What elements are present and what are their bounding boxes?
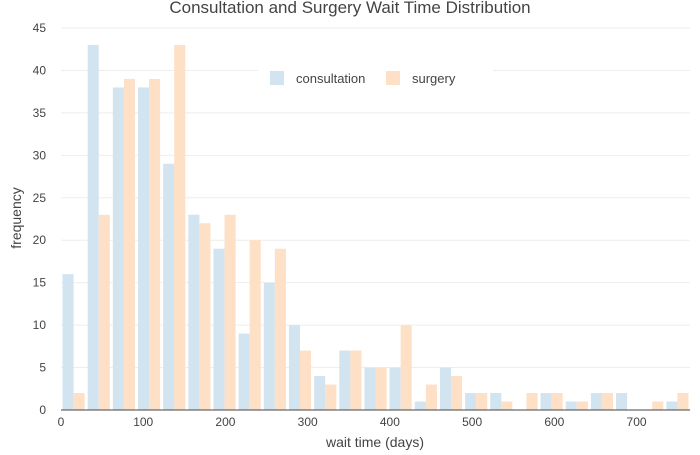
bar-surgery[interactable] bbox=[98, 214, 110, 410]
x-tick-label: 100 bbox=[133, 415, 153, 429]
y-tick-label: 25 bbox=[33, 191, 47, 205]
x-tick-label: 700 bbox=[627, 415, 647, 429]
y-tick-label: 15 bbox=[33, 276, 47, 290]
bar-surgery[interactable] bbox=[601, 393, 614, 410]
legend-label-surgery[interactable]: surgery bbox=[412, 71, 456, 86]
bar-consultation[interactable] bbox=[213, 248, 225, 410]
x-axis-label: wait time (days) bbox=[325, 434, 424, 450]
legend-background bbox=[258, 64, 493, 92]
y-tick-label: 40 bbox=[33, 63, 47, 77]
bar-consultation[interactable] bbox=[616, 393, 628, 410]
bar-consultation[interactable] bbox=[414, 401, 426, 410]
bar-consultation[interactable] bbox=[590, 393, 602, 410]
bar-consultation[interactable] bbox=[490, 393, 502, 410]
x-tick-label: 300 bbox=[298, 415, 318, 429]
x-tick-label: 400 bbox=[380, 415, 400, 429]
bar-surgery[interactable] bbox=[149, 78, 161, 410]
bar-consultation[interactable] bbox=[439, 367, 451, 410]
bar-surgery[interactable] bbox=[425, 384, 437, 410]
bar-surgery[interactable] bbox=[450, 376, 463, 410]
bar-surgery[interactable] bbox=[576, 401, 588, 410]
bar-consultation[interactable] bbox=[565, 401, 577, 410]
y-tick-label: 45 bbox=[33, 21, 47, 35]
bar-surgery[interactable] bbox=[501, 401, 513, 410]
bar-consultation[interactable] bbox=[163, 163, 175, 410]
legend-swatch-consultation[interactable] bbox=[270, 71, 284, 85]
bar-consultation[interactable] bbox=[389, 367, 401, 410]
bar-consultation[interactable] bbox=[188, 214, 200, 410]
bar-surgery[interactable] bbox=[199, 223, 211, 410]
bar-surgery[interactable] bbox=[375, 367, 387, 410]
x-tick-label: 200 bbox=[215, 415, 235, 429]
bar-consultation[interactable] bbox=[540, 393, 552, 410]
bar-consultation[interactable] bbox=[263, 282, 275, 410]
bar-consultation[interactable] bbox=[137, 87, 150, 410]
bar-surgery[interactable] bbox=[476, 393, 488, 410]
bar-surgery[interactable] bbox=[73, 393, 85, 410]
y-tick-label: 30 bbox=[33, 148, 47, 162]
x-tick-label: 0 bbox=[58, 415, 65, 429]
bar-consultation[interactable] bbox=[62, 274, 74, 410]
bar-consultation[interactable] bbox=[288, 325, 301, 410]
bar-consultation[interactable] bbox=[112, 87, 124, 410]
bar-surgery[interactable] bbox=[551, 393, 563, 410]
bar-surgery[interactable] bbox=[224, 214, 236, 410]
bar-consultation[interactable] bbox=[87, 44, 99, 410]
bar-surgery[interactable] bbox=[350, 350, 362, 410]
x-tick-label: 600 bbox=[544, 415, 564, 429]
bars bbox=[62, 44, 689, 410]
bar-surgery[interactable] bbox=[274, 248, 286, 410]
bar-consultation[interactable] bbox=[364, 367, 376, 410]
y-tick-label: 20 bbox=[33, 233, 47, 247]
legend-label-consultation[interactable]: consultation bbox=[296, 71, 365, 86]
bar-surgery[interactable] bbox=[123, 78, 135, 410]
bar-surgery[interactable] bbox=[249, 240, 261, 410]
bar-surgery[interactable] bbox=[325, 384, 337, 410]
bar-surgery[interactable] bbox=[300, 350, 312, 410]
y-axis-label: frequency bbox=[8, 187, 24, 248]
x-tick-label: 500 bbox=[462, 415, 482, 429]
legend-swatch-surgery[interactable] bbox=[386, 71, 400, 85]
chart-title: Consultation and Surgery Wait Time Distr… bbox=[169, 0, 530, 17]
bar-consultation[interactable] bbox=[465, 393, 477, 410]
bar-surgery[interactable] bbox=[174, 44, 186, 410]
axes: 0 5 10 15 20 25 30 35 40 45 0 100 200 300 400 500 600 700 bbox=[33, 21, 690, 429]
y-tick-label: 35 bbox=[33, 106, 47, 120]
bar-surgery[interactable] bbox=[652, 401, 664, 410]
y-tick-label: 0 bbox=[39, 403, 46, 417]
bar-consultation[interactable] bbox=[238, 333, 250, 410]
bar-surgery[interactable] bbox=[400, 325, 412, 410]
y-tick-label: 5 bbox=[39, 361, 46, 375]
bar-consultation[interactable] bbox=[666, 401, 678, 410]
bar-consultation[interactable] bbox=[339, 350, 351, 410]
legend[interactable]: consultation surgery bbox=[258, 64, 493, 92]
y-tick-label: 10 bbox=[33, 318, 47, 332]
bar-surgery[interactable] bbox=[526, 393, 538, 410]
bar-surgery[interactable] bbox=[677, 393, 689, 410]
bar-consultation[interactable] bbox=[314, 376, 326, 410]
